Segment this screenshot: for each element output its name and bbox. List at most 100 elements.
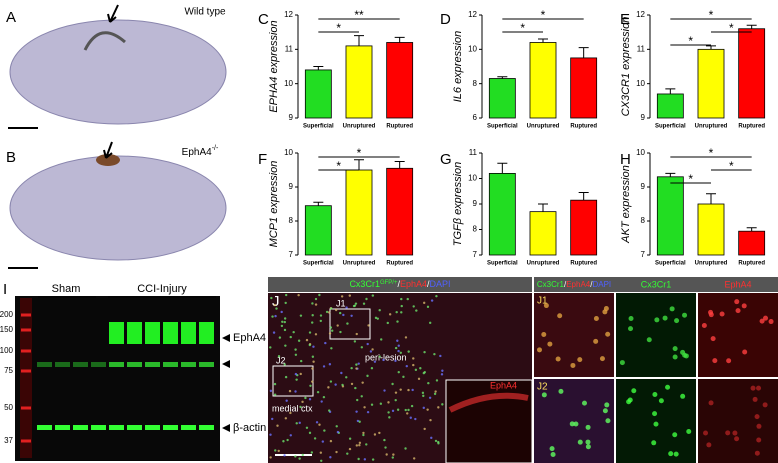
cell <box>385 453 388 456</box>
cell <box>407 388 410 392</box>
cell <box>297 339 301 342</box>
cell <box>336 324 339 327</box>
x-tick-label: Ruptured <box>386 124 413 130</box>
cell <box>329 326 333 329</box>
cell <box>301 453 304 457</box>
cell <box>382 358 385 362</box>
band-actin <box>163 425 178 430</box>
cell <box>353 340 357 343</box>
cell <box>665 384 671 390</box>
cell <box>304 396 307 400</box>
cell <box>378 308 381 312</box>
y-axis-label: IL6 expression <box>452 31 464 103</box>
panel-letter: E <box>620 11 630 28</box>
cell <box>294 372 298 376</box>
cell <box>605 331 611 337</box>
cell <box>741 303 747 309</box>
cell <box>710 336 716 342</box>
cell <box>320 400 323 403</box>
cell <box>299 359 303 363</box>
cell <box>294 348 297 351</box>
y-tick-label: 8 <box>473 225 478 234</box>
cell <box>433 392 437 396</box>
brain-section <box>9 155 227 261</box>
ladder-label: 150 <box>0 325 14 334</box>
roi-box <box>329 308 371 340</box>
cell <box>549 446 555 452</box>
cell <box>373 360 377 363</box>
cell <box>312 360 315 363</box>
cell <box>412 357 415 360</box>
cell <box>410 404 414 408</box>
y-tick-label: 9 <box>289 182 294 191</box>
cell <box>378 355 381 358</box>
cell <box>311 302 314 305</box>
tile-red <box>698 293 778 377</box>
cell <box>593 316 599 322</box>
cell <box>437 406 440 409</box>
cell <box>404 336 408 339</box>
cell <box>319 319 322 323</box>
cell <box>299 314 303 317</box>
cell <box>355 444 358 447</box>
cell <box>305 426 309 429</box>
cell <box>311 367 314 370</box>
x-tick-label: Ruptured <box>738 124 765 130</box>
ladder-band <box>21 406 31 410</box>
cell <box>295 422 298 425</box>
cell <box>550 451 556 457</box>
bar <box>738 28 766 119</box>
genotype-label: Wild type <box>184 7 226 18</box>
cell <box>314 297 318 301</box>
cell <box>423 350 426 354</box>
tile-green <box>616 293 696 377</box>
error-bar <box>497 76 508 79</box>
tile-label: J2 <box>537 382 548 393</box>
cell <box>358 420 361 423</box>
bar <box>570 57 598 119</box>
y-tick-label: 10 <box>468 44 477 53</box>
cell <box>409 416 412 419</box>
cell <box>298 421 301 425</box>
band-actin <box>55 425 70 430</box>
cell <box>763 315 769 321</box>
cell <box>341 383 344 387</box>
cell <box>289 335 292 339</box>
cell <box>412 457 416 460</box>
cell <box>577 357 583 363</box>
cell <box>308 343 312 347</box>
cell <box>319 314 323 317</box>
significance-label: * <box>688 34 693 48</box>
cell <box>328 409 331 412</box>
significance-label: * <box>709 8 714 22</box>
significance-label: * <box>520 21 525 35</box>
cell <box>672 346 678 352</box>
roi-label: J2 <box>276 355 286 365</box>
cell <box>541 332 547 338</box>
band-actin <box>181 425 196 430</box>
cell <box>327 386 330 389</box>
cell <box>373 433 377 436</box>
cell <box>369 350 373 353</box>
cell <box>379 402 383 405</box>
significance-label: * <box>336 21 341 35</box>
cell <box>439 354 442 358</box>
error-bar <box>665 88 676 94</box>
cell <box>686 428 692 434</box>
cell <box>423 427 426 431</box>
cell <box>577 439 583 445</box>
ladder-label: 37 <box>4 436 13 445</box>
channel-title: EphA4 <box>724 279 751 289</box>
cell <box>321 440 325 443</box>
cell <box>328 332 332 335</box>
bar <box>488 172 516 256</box>
channel-title: Cx3Cr1GFP/+/EphA4/DAPI <box>349 279 450 289</box>
cell <box>581 400 587 406</box>
cell <box>357 457 360 461</box>
cell <box>282 440 285 443</box>
cell <box>673 451 679 457</box>
bar <box>345 45 373 119</box>
cell <box>414 368 418 372</box>
cell <box>269 389 273 393</box>
y-tick-label: 12 <box>636 10 645 19</box>
